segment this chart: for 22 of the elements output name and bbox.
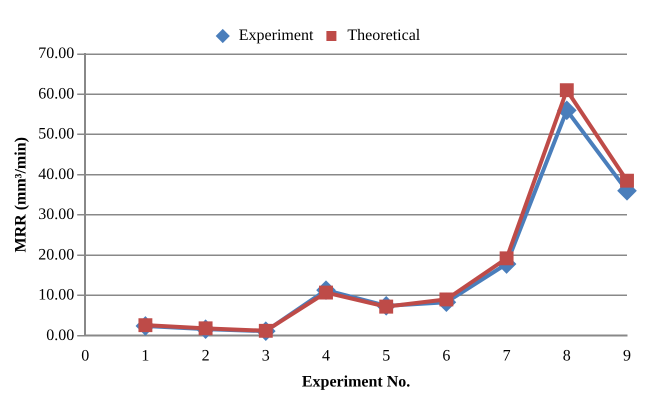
x-tick-label: 2 [202, 347, 210, 364]
legend-label: Experiment [238, 27, 314, 44]
x-tick-label: 9 [623, 347, 631, 364]
y-tick-label: 10.00 [38, 286, 74, 304]
y-tick-label: 20.00 [38, 246, 74, 264]
x-axis-title: Experiment No. [302, 374, 410, 391]
x-tick-label: 0 [81, 347, 90, 364]
y-tick-label: 70.00 [38, 45, 74, 62]
y-tick-label: 40.00 [38, 166, 74, 183]
y-tick-label: 60.00 [38, 85, 74, 102]
legend-label: Theoretical [347, 27, 421, 44]
x-tick-label: 8 [562, 347, 571, 364]
x-tick-label: 1 [141, 347, 150, 364]
y-tick-label: 0.00 [46, 326, 74, 344]
y-tick-label: 30.00 [38, 206, 74, 224]
x-tick-label: 5 [382, 347, 390, 364]
x-tick-label: 7 [502, 347, 511, 364]
x-tick-label: 3 [262, 347, 270, 364]
y-tick-label: 50.00 [38, 126, 74, 143]
y-axis-title: MRR (mm³/min) [12, 137, 30, 253]
x-tick-label: 4 [322, 347, 330, 364]
x-tick-label: 6 [442, 347, 450, 364]
